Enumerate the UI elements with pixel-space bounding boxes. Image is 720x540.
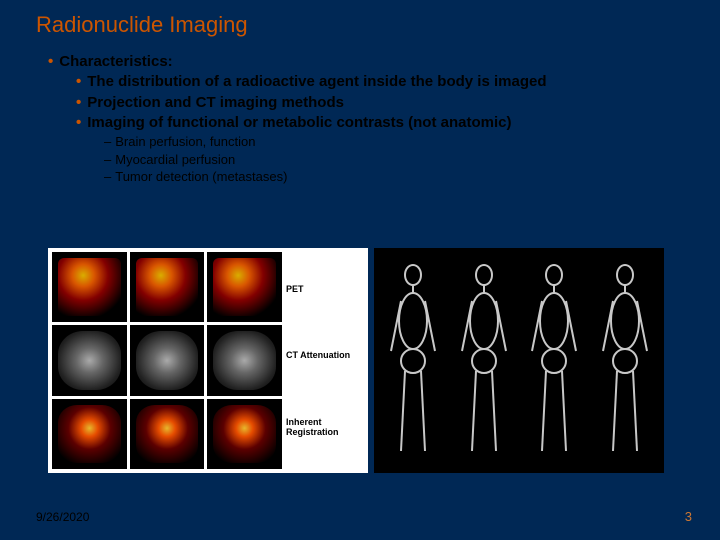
skeleton-figure xyxy=(382,261,444,461)
label-ct: CT Attenuation xyxy=(286,350,364,360)
bullet-l3c: –Tumor detection (metastases) xyxy=(48,168,720,186)
scan-cell xyxy=(52,325,127,395)
bullet-l3c-text: Tumor detection (metastases) xyxy=(115,169,287,184)
scan-cell xyxy=(207,325,282,395)
footer-page-number: 3 xyxy=(685,509,692,524)
bullet-l2a: •The distribution of a radioactive agent… xyxy=(48,72,720,92)
bullet-l3a-text: Brain perfusion, function xyxy=(115,134,255,149)
scan-cell xyxy=(130,399,205,469)
image-row: PET CT Attenuation Inherent Registration xyxy=(48,248,664,473)
bullet-l2c: •Imaging of functional or metabolic cont… xyxy=(48,113,720,133)
scan-cell xyxy=(52,252,127,322)
bullet-l3b: –Myocardial perfusion xyxy=(48,151,720,169)
grid-row-labels: PET CT Attenuation Inherent Registration xyxy=(286,252,364,469)
skeleton-figure xyxy=(523,261,585,461)
label-pet: PET xyxy=(286,284,364,294)
bullet-l2b-text: Projection and CT imaging methods xyxy=(87,94,344,111)
slide-title: Radionuclide Imaging xyxy=(0,0,720,38)
scan-cell xyxy=(130,325,205,395)
scan-cell xyxy=(52,399,127,469)
scan-cell xyxy=(207,252,282,322)
label-reg: Inherent Registration xyxy=(286,417,364,437)
bullet-l3a: –Brain perfusion, function xyxy=(48,133,720,151)
bullet-l1-text: Characteristics: xyxy=(59,53,172,70)
skeleton-panel xyxy=(374,248,664,473)
skeleton-figure xyxy=(453,261,515,461)
footer-date: 9/26/2020 xyxy=(36,510,89,524)
bullet-l2c-text: Imaging of functional or metabolic contr… xyxy=(87,114,511,131)
scan-cell xyxy=(130,252,205,322)
pet-ct-grid-panel: PET CT Attenuation Inherent Registration xyxy=(48,248,368,473)
bullet-l3b-text: Myocardial perfusion xyxy=(115,152,235,167)
skeleton-figure xyxy=(594,261,656,461)
scan-cell xyxy=(207,399,282,469)
bullet-l2a-text: The distribution of a radioactive agent … xyxy=(87,73,546,90)
bullet-l2b: •Projection and CT imaging methods xyxy=(48,93,720,113)
scan-grid xyxy=(52,252,282,469)
bullet-l1: •Characteristics: xyxy=(48,52,720,72)
bullet-list: •Characteristics: •The distribution of a… xyxy=(0,38,720,186)
